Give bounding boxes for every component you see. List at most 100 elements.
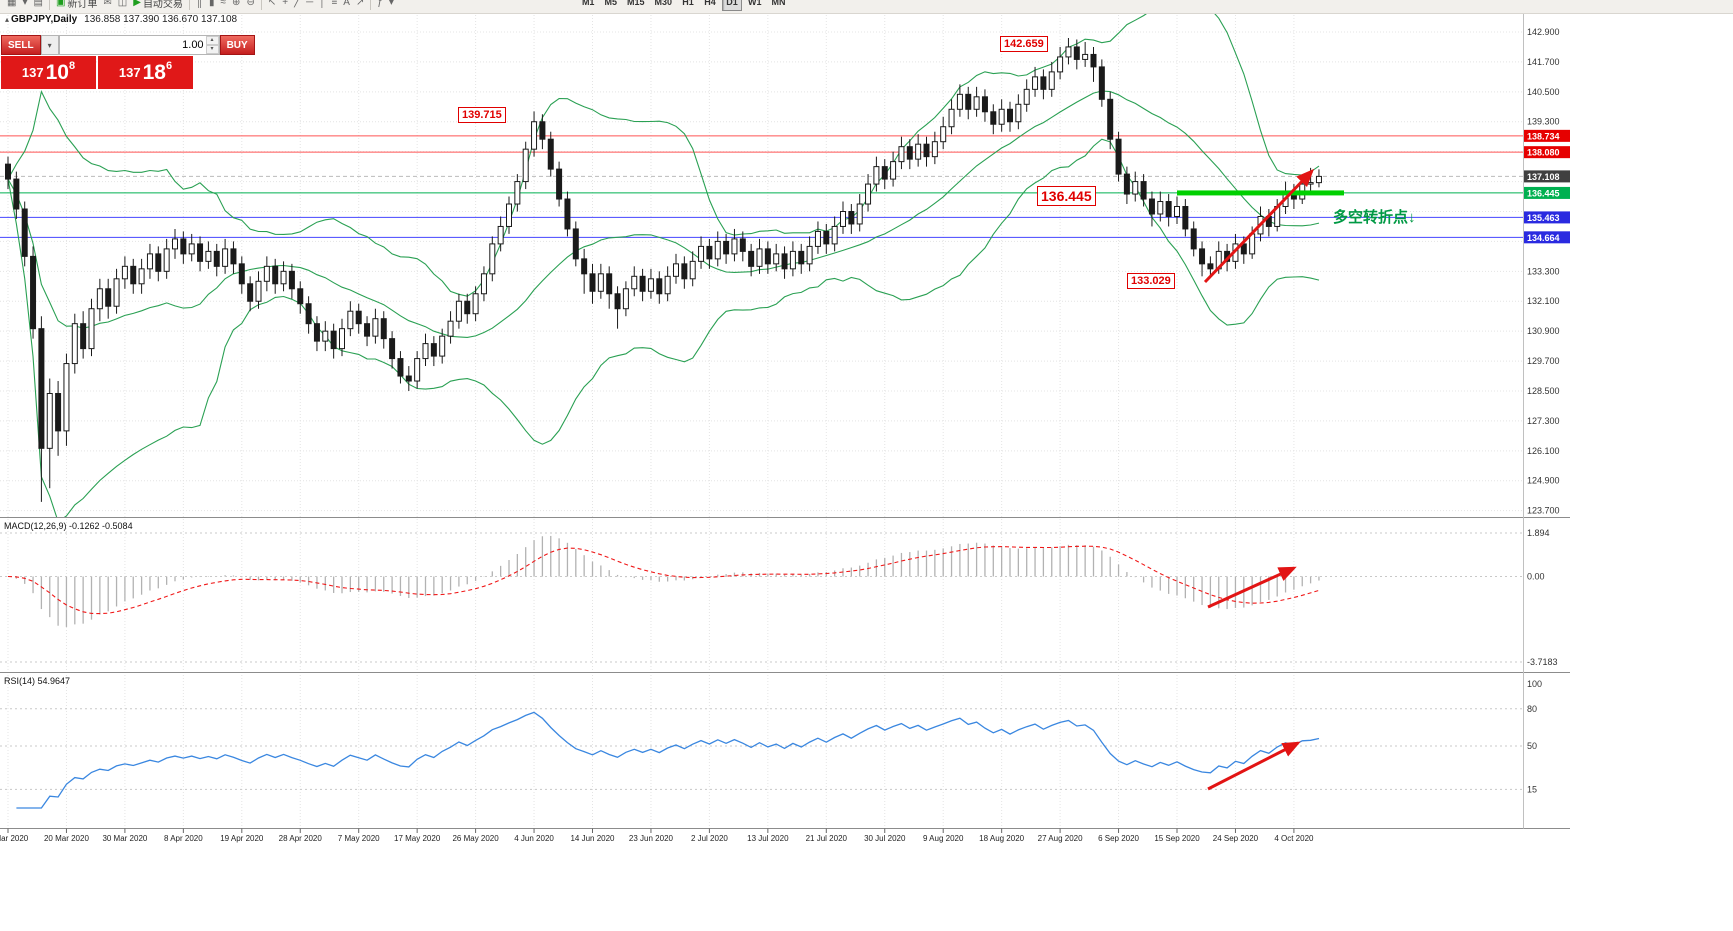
timeframe-h1-button[interactable]: H1 — [678, 0, 698, 11]
vline-icon[interactable]: │ — [316, 0, 328, 12]
zoom-out-icon[interactable]: ⊖ — [243, 0, 257, 12]
ask-fraction: 6 — [165, 60, 173, 72]
date-label: 13 Jul 2020 — [747, 834, 789, 843]
date-label: 24 Sep 2020 — [1213, 834, 1259, 843]
line-chart-icon[interactable]: ≈ — [218, 0, 230, 12]
price-marker-label: 134.664 — [1527, 233, 1560, 243]
date-label: 18 Aug 2020 — [979, 834, 1024, 843]
indicators-dropdown-icon[interactable]: ▾ — [386, 0, 397, 12]
date-label: 20 Mar 2020 — [44, 834, 89, 843]
macd-scale-label: 0.00 — [1527, 572, 1545, 582]
timeframe-h4-button[interactable]: H4 — [700, 0, 720, 11]
price-scale-label: 123.700 — [1527, 506, 1560, 516]
auto-trading-button[interactable]: ▶ 自动交易 — [130, 0, 186, 12]
new-order-button-label: 新订单 — [67, 0, 98, 10]
price-scale-label: 128.500 — [1527, 386, 1560, 396]
mail-icon[interactable]: ✉ — [100, 0, 114, 12]
toolbar-separator — [48, 0, 50, 10]
new-chart-icon: ▦ — [7, 0, 17, 8]
volume-input[interactable] — [59, 36, 206, 54]
hline-icon[interactable]: ─ — [303, 0, 316, 12]
terminal-icon[interactable]: ◫ — [115, 0, 130, 12]
crosshair-icon[interactable]: + — [279, 0, 291, 12]
trendline-icon[interactable]: ╱ — [291, 0, 303, 12]
macd-levels — [0, 532, 1523, 663]
volume-down-button[interactable]: ▾ — [205, 45, 219, 54]
trend-arrows — [1203, 168, 1315, 791]
rsi-scale-label: 15 — [1527, 784, 1537, 794]
date-label: 26 May 2020 — [452, 834, 499, 843]
timeframe-m30-button[interactable]: M30 — [650, 0, 676, 11]
auto-trading-icon: ▶ — [133, 0, 141, 8]
rsi-label: RSI(14) 54.9647 — [4, 676, 71, 686]
chart-dropdown-icon[interactable]: ▾ — [19, 0, 30, 12]
candle-chart-icon[interactable]: ▮ — [206, 0, 218, 12]
timeframe-m5-button[interactable]: M5 — [600, 0, 621, 11]
bar-chart-icon[interactable]: ║ — [193, 0, 206, 12]
trendline-icon: ╱ — [294, 0, 301, 8]
text-label-icon[interactable]: A — [340, 0, 353, 12]
price-scale-label: 124.900 — [1527, 476, 1560, 486]
price-scale-label: 132.100 — [1527, 296, 1560, 306]
new-order-button[interactable]: ▣ 新订单 — [53, 0, 100, 12]
buy-button[interactable]: BUY — [219, 35, 255, 55]
zoom-in-icon: ⊕ — [232, 0, 241, 8]
support-highlight — [1177, 190, 1344, 196]
zoom-out-icon: ⊖ — [246, 0, 255, 8]
new-order-icon: ▣ — [55, 0, 66, 8]
date-label: 7 May 2020 — [338, 834, 380, 843]
date-label: 30 Mar 2020 — [102, 834, 147, 843]
toolbar-row: ▦ ▾ ▤ ▣ 新订单 ✉ ◫ ▶ 自动交易 ║ ▮ ≈ ⊕ ⊖ ↖ + ╱ ─ │ ≡ A ↗ ƒ ▾ M1 M5 M15 M30 H… — [0, 0, 791, 13]
time-scale: 2 Mar 2020 20 Mar 2020 30 Mar 2020 8 Apr 20… — [0, 828, 1314, 843]
zoom-in-icon[interactable]: ⊕ — [229, 0, 243, 12]
fibonacci-icon: ≡ — [331, 0, 338, 8]
toolbar-separator — [370, 0, 372, 10]
volume-up-button[interactable]: ▴ — [205, 36, 219, 45]
timeframe-mn-button[interactable]: MN — [768, 0, 790, 11]
new-chart-icon[interactable]: ▦ — [4, 0, 19, 12]
price-scale-label: 127.300 — [1527, 416, 1560, 426]
rsi-scale-label: 100 — [1527, 679, 1542, 689]
timeframe-m15-button[interactable]: M15 — [623, 0, 649, 11]
arrow-object-icon: ↗ — [355, 0, 365, 8]
arrow-object-icon[interactable]: ↗ — [353, 0, 367, 12]
chart-icon: ▴ — [5, 15, 10, 24]
candle-chart-icon: ▮ — [209, 0, 215, 8]
horizontal-lines — [0, 135, 1523, 238]
ask-pips: 18 — [142, 60, 166, 84]
turning-point-note: 多空转折点↓ — [1333, 209, 1416, 226]
timeframe-m1-button[interactable]: M1 — [578, 0, 599, 11]
auto-trading-button-label: 自动交易 — [142, 0, 183, 10]
chart-symbol-line: ▴ GBPJPY,Daily 136.858 137.390 136.670 137… — [5, 14, 237, 25]
symbol-label: GBPJPY,Daily — [11, 14, 78, 25]
cursor-icon: ↖ — [267, 0, 277, 8]
date-label: 2 Jul 2020 — [691, 834, 728, 843]
profiles-icon[interactable]: ▤ — [30, 0, 45, 12]
cursor-icon[interactable]: ↖ — [265, 0, 279, 12]
mail-icon: ✉ — [103, 0, 112, 8]
toolbar-separator — [260, 0, 262, 10]
crosshair-icon: + — [282, 0, 289, 8]
date-label: 19 Apr 2020 — [220, 834, 264, 843]
indicators-icon: ƒ — [377, 0, 383, 8]
date-label: 30 Jul 2020 — [864, 834, 906, 843]
price-scale-label: 126.100 — [1527, 446, 1560, 456]
sell-button[interactable]: SELL — [1, 35, 41, 55]
fibonacci-icon[interactable]: ≡ — [328, 0, 340, 12]
trade-panel-prices: 137 10 8 137 18 6 — [1, 56, 193, 89]
timeframe-w1-button[interactable]: W1 — [744, 0, 766, 11]
price-scale-label: 129.700 — [1527, 356, 1560, 366]
annotation-peak-139715: 139.715 — [458, 107, 506, 123]
indicators-dropdown-icon: ▾ — [388, 0, 394, 8]
bid-pips: 10 — [45, 60, 69, 84]
date-label: 6 Sep 2020 — [1098, 834, 1139, 843]
sell-price-button[interactable]: 137 10 8 — [1, 56, 96, 89]
order-type-dropdown[interactable]: ▾ — [40, 35, 59, 55]
timeframe-d1-button[interactable]: D1 — [722, 0, 742, 11]
date-label: 9 Aug 2020 — [923, 834, 964, 843]
price-scale-label: 142.900 — [1527, 27, 1560, 37]
indicators-icon[interactable]: ƒ — [374, 0, 386, 12]
buy-price-button[interactable]: 137 18 6 — [98, 56, 193, 89]
